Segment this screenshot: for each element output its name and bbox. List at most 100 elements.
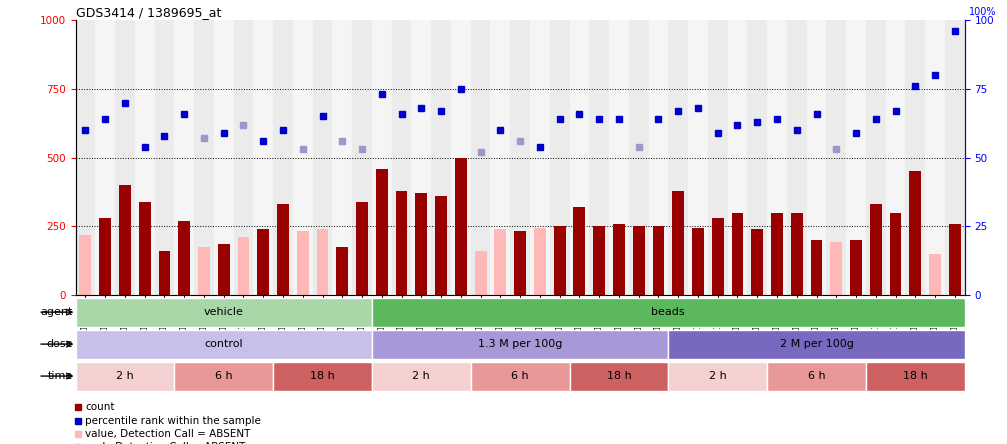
Bar [886, 20, 905, 295]
Bar [827, 20, 846, 295]
Bar [372, 20, 392, 295]
Bar [511, 20, 530, 295]
Bar [866, 361, 965, 391]
Text: 100%: 100% [969, 7, 997, 17]
Bar [277, 204, 289, 295]
Bar [613, 224, 624, 295]
Bar [194, 20, 213, 295]
Bar [135, 20, 154, 295]
Bar [431, 20, 451, 295]
Bar [96, 20, 115, 295]
Text: vehicle: vehicle [203, 307, 244, 317]
Bar [570, 20, 589, 295]
Bar [376, 169, 388, 295]
Bar [174, 20, 194, 295]
Bar [589, 20, 609, 295]
Bar [728, 20, 747, 295]
Bar [494, 229, 507, 295]
Bar [451, 20, 470, 295]
Text: 2 h: 2 h [709, 371, 727, 381]
Bar [238, 238, 250, 295]
Bar [392, 20, 412, 295]
Bar [254, 20, 273, 295]
Text: dose: dose [46, 339, 73, 349]
Bar [154, 20, 174, 295]
Bar [573, 207, 585, 295]
Bar [76, 329, 372, 359]
Bar [234, 20, 254, 295]
Text: 2 h: 2 h [413, 371, 430, 381]
Bar [550, 20, 570, 295]
Bar [609, 20, 628, 295]
Text: 18 h: 18 h [310, 371, 335, 381]
Bar [550, 20, 570, 295]
Text: 6 h: 6 h [512, 371, 529, 381]
Bar [273, 20, 293, 295]
Bar [530, 20, 550, 295]
Bar [747, 20, 767, 295]
Bar [925, 20, 945, 295]
Bar [254, 20, 273, 295]
Bar [154, 20, 174, 295]
Bar [866, 20, 886, 295]
Bar [76, 361, 174, 391]
Bar [866, 20, 886, 295]
Bar [949, 224, 961, 295]
Bar [649, 20, 669, 295]
Bar [470, 20, 490, 295]
Bar [669, 329, 965, 359]
Text: 6 h: 6 h [808, 371, 826, 381]
Bar [632, 226, 644, 295]
Bar [451, 20, 470, 295]
Bar [530, 20, 550, 295]
Bar [909, 171, 921, 295]
Bar [688, 20, 708, 295]
Bar [392, 20, 412, 295]
Bar [297, 230, 309, 295]
Bar [751, 229, 763, 295]
Bar [807, 20, 827, 295]
Bar [76, 20, 96, 295]
Bar [811, 240, 823, 295]
Bar [96, 20, 115, 295]
Bar [827, 20, 846, 295]
Bar [293, 20, 312, 295]
Bar [653, 226, 665, 295]
Text: control: control [204, 339, 243, 349]
Bar [771, 213, 782, 295]
Bar [174, 361, 273, 391]
Bar [712, 218, 724, 295]
Bar [870, 204, 882, 295]
Bar [139, 202, 151, 295]
Bar [435, 196, 447, 295]
Bar [474, 251, 486, 295]
Text: percentile rank within the sample: percentile rank within the sample [86, 416, 261, 426]
Bar [786, 20, 807, 295]
Bar [669, 20, 688, 295]
Bar [929, 254, 941, 295]
Bar [316, 229, 328, 295]
Bar [336, 247, 348, 295]
Text: 18 h: 18 h [903, 371, 927, 381]
Bar [194, 20, 213, 295]
Bar [372, 361, 470, 391]
Bar [490, 20, 511, 295]
Text: 2 M per 100g: 2 M per 100g [779, 339, 854, 349]
Bar [372, 329, 669, 359]
Bar [534, 228, 546, 295]
Text: rank, Detection Call = ABSENT: rank, Detection Call = ABSENT [86, 442, 246, 444]
Bar [767, 361, 866, 391]
Bar [76, 20, 96, 295]
Bar [174, 20, 194, 295]
Bar [692, 228, 704, 295]
Bar [570, 361, 669, 391]
Bar [352, 20, 372, 295]
Bar [470, 361, 570, 391]
Bar [218, 244, 230, 295]
Bar [511, 20, 530, 295]
Bar [846, 20, 866, 295]
Bar [609, 20, 628, 295]
Text: 1.3 M per 100g: 1.3 M per 100g [478, 339, 562, 349]
Text: 2 h: 2 h [116, 371, 134, 381]
Text: GDS3414 / 1389695_at: GDS3414 / 1389695_at [76, 6, 221, 19]
